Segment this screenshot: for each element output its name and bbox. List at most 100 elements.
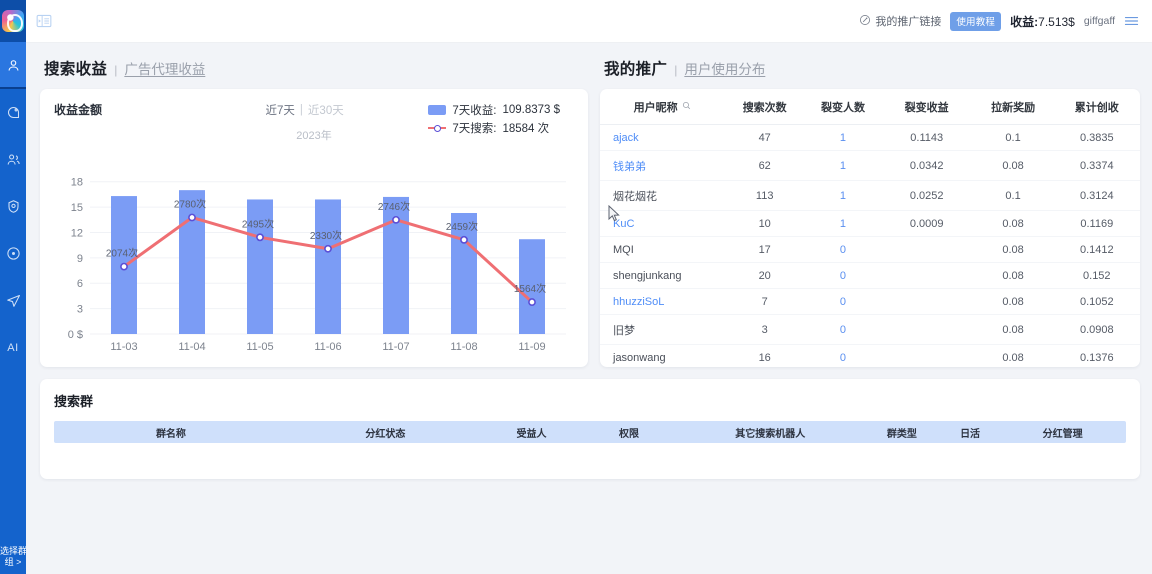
chart-bar[interactable] xyxy=(315,199,341,334)
chart-data-point[interactable] xyxy=(256,233,264,242)
table-row[interactable]: MQI 17 0 0.08 0.1412 xyxy=(600,236,1140,263)
collapse-sidebar-icon[interactable] xyxy=(36,12,56,30)
users-icon xyxy=(6,152,21,167)
cell-search-count: 113 xyxy=(724,180,806,211)
legend-line-swatch xyxy=(428,123,447,133)
promotion-table-head: 用户昵称 搜索次数 xyxy=(600,89,1140,125)
page-title: 搜索收益 xyxy=(44,61,108,78)
cell-search-count: 17 xyxy=(724,236,806,263)
tutorial-badge[interactable]: 使用教程 xyxy=(950,11,1002,31)
chart-data-point[interactable] xyxy=(120,262,128,271)
table-row[interactable]: 旧梦 3 0 0.08 0.0908 xyxy=(600,314,1140,345)
table-row[interactable]: hhuzziSoL 7 0 0.08 0.1052 xyxy=(600,288,1140,315)
table-row[interactable]: KuC 10 1 0.0009 0.08 0.1169 xyxy=(600,210,1140,237)
sidebar-item-team[interactable] xyxy=(0,136,26,183)
chart-data-point[interactable] xyxy=(460,235,468,244)
content-area: 搜索收益 | 广告代理收益 收益金额 近7天 | 近30天 2023 xyxy=(26,43,1152,574)
table-row[interactable]: 钱弟弟 62 1 0.0342 0.08 0.3374 xyxy=(600,150,1140,181)
search-groups-header-row: 群名称 分红状态 受益人 权限 其它搜索机器人 群类型 日活 分红管理 xyxy=(54,421,1126,443)
col-total-income: 累计创收 xyxy=(1053,89,1140,125)
my-promo-link-button[interactable]: 我的推广链接 xyxy=(859,13,941,29)
data-point-label: 2074次 xyxy=(106,247,138,260)
cell-referral-bonus: 0.1 xyxy=(972,124,1054,151)
sidebar-group-line2: 组 > xyxy=(4,557,22,567)
sidebar-item-profile[interactable] xyxy=(0,42,26,89)
legend-item-revenue: 7天收益: 109.8373 $ xyxy=(428,101,560,119)
table-row[interactable]: jasonwang 16 0 0.08 0.1376 xyxy=(600,344,1140,367)
top-row: 搜索收益 | 广告代理收益 收益金额 近7天 | 近30天 2023 xyxy=(40,57,1140,367)
chart-bar[interactable] xyxy=(179,190,205,334)
y-axis-tick: 6 xyxy=(77,278,83,290)
search-icon[interactable] xyxy=(682,101,691,113)
chart-data-point[interactable] xyxy=(188,213,196,222)
chart-legend: 7天收益: 109.8373 $ 7天搜索: 18584 次 xyxy=(428,101,560,137)
user-distribution-link[interactable]: 用户使用分布 xyxy=(684,62,766,77)
link-icon xyxy=(859,14,871,29)
chart-bar[interactable] xyxy=(247,199,273,334)
cell-referral-bonus: 0.08 xyxy=(972,150,1054,181)
cell-total-income: 0.0908 xyxy=(1053,314,1140,345)
app-logo[interactable] xyxy=(0,0,26,42)
cell-search-count: 62 xyxy=(724,150,806,181)
revenue-chart-card: 收益金额 近7天 | 近30天 2023年 7天收益: xyxy=(40,89,620,367)
cell-fission-users: 0 xyxy=(805,314,881,345)
col-user-nickname[interactable]: 用户昵称 xyxy=(600,89,725,125)
data-point-label: 2330次 xyxy=(310,229,342,242)
col-referral-bonus: 拉新奖励 xyxy=(972,89,1054,125)
cell-total-income: 0.3835 xyxy=(1053,124,1140,151)
chart-data-point[interactable] xyxy=(324,244,332,253)
promotion-table-body: ajack 47 1 0.1143 0.1 0.3835 钱弟弟 62 1 0.0342 0.08 0… xyxy=(600,124,1140,367)
legend-searches-value: 18584 次 xyxy=(502,123,550,135)
cell-user-nickname[interactable]: hhuzziSoL xyxy=(600,288,725,315)
chart-data-point[interactable] xyxy=(528,298,536,306)
cell-fission-users: 1 xyxy=(805,180,881,211)
chart-data-point[interactable] xyxy=(392,215,400,224)
main-region: 我的推广链接 使用教程 收益:7.513$ giffgaff xyxy=(26,0,1152,574)
sidebar-item-search[interactable] xyxy=(0,89,26,136)
sidebar-item-send[interactable] xyxy=(0,277,26,324)
y-axis-tick: 0 $ xyxy=(68,329,83,341)
x-axis-tick: 11-03 xyxy=(110,341,137,353)
sidebar-item-ai[interactable]: AI xyxy=(0,324,26,371)
tab-last-7-days[interactable]: 近7天 xyxy=(265,105,295,117)
x-axis-tick: 11-04 xyxy=(178,341,205,353)
sidebar-item-target[interactable] xyxy=(0,230,26,277)
groups-col-2: 分红状态 xyxy=(365,428,406,440)
cell-search-count: 20 xyxy=(724,262,806,289)
cell-fission-income xyxy=(880,344,973,367)
ad-agency-revenue-link[interactable]: 广告代理收益 xyxy=(124,62,206,77)
cell-user-nickname[interactable]: ajack xyxy=(600,124,725,151)
cell-user-nickname[interactable]: KuC xyxy=(600,210,725,237)
data-point-label: 2495次 xyxy=(242,217,274,230)
col-fission-income: 裂变收益 xyxy=(880,89,973,125)
x-axis-tick: 11-09 xyxy=(518,341,545,353)
earnings-value: 7.513$ xyxy=(1038,14,1075,29)
sidebar-group-selector[interactable]: 选择群 组 > xyxy=(0,546,26,568)
table-row[interactable]: ajack 47 1 0.1143 0.1 0.3835 xyxy=(600,124,1140,151)
x-axis-tick: 11-06 xyxy=(314,341,341,353)
chart-bar[interactable] xyxy=(519,239,545,334)
promotion-title: 我的推广 xyxy=(604,61,668,78)
tab-last-30-days[interactable]: 近30天 xyxy=(307,105,344,117)
legend-revenue-label: 7天收益: xyxy=(452,105,497,117)
y-axis-tick: 3 xyxy=(77,304,83,316)
cell-user-nickname[interactable]: 钱弟弟 xyxy=(600,150,725,181)
table-row[interactable]: 烟花烟花 113 1 0.0252 0.1 0.3124 xyxy=(600,180,1140,211)
cell-fission-income: 0.1143 xyxy=(880,124,973,151)
shield-icon xyxy=(6,199,21,214)
user-icon xyxy=(6,58,21,73)
table-row[interactable]: shengjunkang 20 0 0.08 0.152 xyxy=(600,262,1140,289)
hamburger-menu-icon[interactable] xyxy=(1124,14,1140,28)
cell-search-count: 3 xyxy=(724,314,806,345)
cell-total-income: 0.152 xyxy=(1053,262,1140,289)
topbar-right-group: 我的推广链接 使用教程 收益:7.513$ giffgaff xyxy=(859,11,1140,31)
cell-fission-users: 1 xyxy=(805,150,881,181)
send-icon xyxy=(6,293,21,308)
chart-svg: 18 15 12 9 6 3 0 $ 11-03 11-04 11-05 11-06 11-07 11-… xyxy=(68,177,566,353)
legend-item-searches: 7天搜索: 18584 次 xyxy=(428,119,560,137)
cell-user-nickname: 旧梦 xyxy=(600,314,725,345)
chart-bar[interactable] xyxy=(451,213,477,334)
cell-search-count: 7 xyxy=(724,288,806,315)
sidebar-item-shield[interactable] xyxy=(0,183,26,230)
